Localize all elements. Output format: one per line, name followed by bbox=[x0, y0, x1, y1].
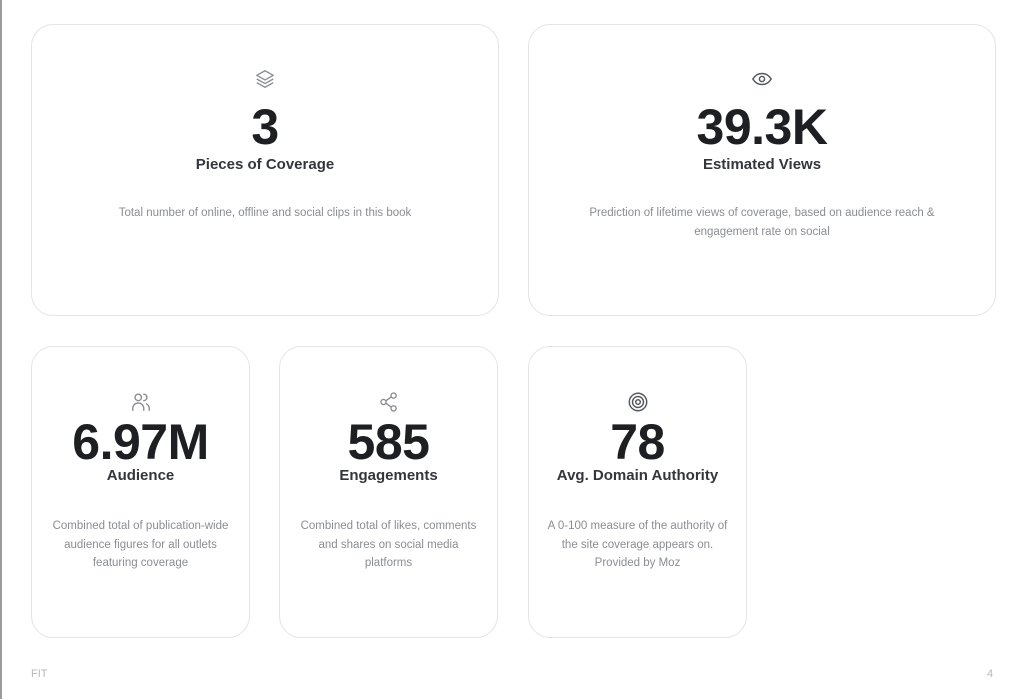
stat-title: Estimated Views bbox=[702, 156, 822, 173]
layers-icon bbox=[32, 68, 498, 90]
eye-icon bbox=[529, 71, 995, 87]
stat-description: Combined total of publication-wide audie… bbox=[52, 520, 229, 569]
card-pieces-of-coverage: 3 Pieces of Coverage Total number of onl… bbox=[31, 24, 499, 316]
target-icon bbox=[529, 391, 746, 413]
stat-description: A 0-100 measure of the authority of the … bbox=[547, 520, 728, 569]
card-domain-authority: 78 Avg. Domain Authority A 0-100 measure… bbox=[528, 346, 747, 638]
page-number: 4 bbox=[987, 668, 994, 680]
footer-brand: FIT bbox=[31, 668, 48, 680]
stat-value: 6.97M bbox=[72, 414, 209, 470]
page-edge-rule bbox=[0, 0, 2, 699]
stat-value: 3 bbox=[251, 99, 279, 155]
stat-title: Audience bbox=[106, 467, 175, 484]
card-estimated-views: 39.3K Estimated Views Prediction of life… bbox=[528, 24, 996, 316]
stat-value: 585 bbox=[347, 414, 430, 470]
users-icon bbox=[32, 391, 249, 413]
stat-description: Prediction of lifetime views of coverage… bbox=[589, 207, 935, 238]
stat-title: Pieces of Coverage bbox=[195, 156, 335, 173]
stat-title: Avg. Domain Authority bbox=[556, 467, 719, 484]
stat-description: Combined total of likes, comments and sh… bbox=[300, 520, 477, 569]
share-icon bbox=[280, 391, 497, 413]
stat-value: 39.3K bbox=[696, 99, 828, 155]
stat-value: 78 bbox=[610, 414, 665, 470]
card-audience: 6.97M Audience Combined total of publica… bbox=[31, 346, 250, 638]
card-engagements: 585 Engagements Combined total of likes,… bbox=[279, 346, 498, 638]
stat-description: Total number of online, offline and soci… bbox=[118, 207, 412, 219]
stat-title: Engagements bbox=[339, 467, 438, 484]
